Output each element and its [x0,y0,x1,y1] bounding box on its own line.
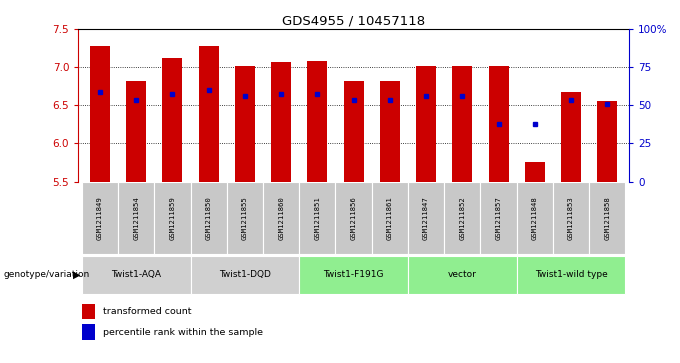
Text: Twist1-AQA: Twist1-AQA [111,270,161,279]
Text: transformed count: transformed count [103,307,191,316]
Text: Twist1-DQD: Twist1-DQD [219,270,271,279]
Text: GSM1211860: GSM1211860 [278,196,284,240]
Bar [416,66,436,182]
Bar [199,46,218,182]
Text: vector: vector [448,270,477,279]
Text: Twist1-F191G: Twist1-F191G [324,270,384,279]
Text: GSM1211853: GSM1211853 [568,196,574,240]
Bar [481,182,517,254]
Bar [372,182,408,254]
Bar [226,182,263,254]
Text: GSM1211848: GSM1211848 [532,196,538,240]
Bar [82,182,118,254]
Text: GSM1211851: GSM1211851 [314,196,320,240]
Bar [235,66,255,182]
Bar [163,58,182,182]
Text: GSM1211852: GSM1211852 [459,196,465,240]
Text: GSM1211850: GSM1211850 [205,196,211,240]
Bar [82,256,190,294]
Bar [561,91,581,182]
Bar [553,182,589,254]
Text: GSM1211857: GSM1211857 [496,196,502,240]
Bar [190,256,299,294]
Bar [126,81,146,182]
Text: GSM1211861: GSM1211861 [387,196,393,240]
Text: GSM1211847: GSM1211847 [423,196,429,240]
Bar [299,182,335,254]
Bar [452,66,473,182]
Bar [525,163,545,182]
Title: GDS4955 / 10457118: GDS4955 / 10457118 [282,15,425,28]
Bar [489,66,509,182]
Bar [190,182,226,254]
Bar [154,182,190,254]
Bar [408,256,517,294]
Text: GSM1211859: GSM1211859 [169,196,175,240]
Bar [90,46,110,182]
Bar [299,256,408,294]
Bar [263,182,299,254]
Text: Twist1-wild type: Twist1-wild type [534,270,607,279]
Text: GSM1211856: GSM1211856 [351,196,356,240]
Bar [271,62,291,182]
Bar [408,182,444,254]
Text: GSM1211849: GSM1211849 [97,196,103,240]
Bar [307,61,327,182]
Text: GSM1211854: GSM1211854 [133,196,139,240]
Text: GSM1211855: GSM1211855 [242,196,248,240]
Bar [444,182,481,254]
Bar [597,101,617,182]
Text: genotype/variation: genotype/variation [3,270,90,280]
Bar [589,182,626,254]
Bar [517,182,553,254]
Bar [343,81,364,182]
Text: GSM1211858: GSM1211858 [605,196,610,240]
Bar [517,256,626,294]
Text: percentile rank within the sample: percentile rank within the sample [103,328,262,337]
Bar [82,304,95,319]
Text: ▶: ▶ [73,270,81,280]
Bar [335,182,372,254]
Bar [118,182,154,254]
Bar [380,81,400,182]
Bar [82,324,95,339]
